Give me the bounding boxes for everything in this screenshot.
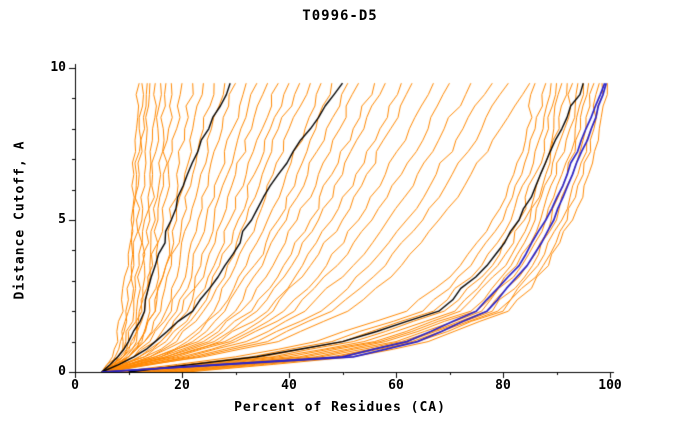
x-tick-label: 60 bbox=[388, 378, 404, 393]
x-tick-label: 40 bbox=[281, 378, 297, 393]
x-tick-label: 0 bbox=[71, 378, 79, 393]
y-tick-label: 0 bbox=[58, 364, 66, 379]
x-axis-label: Percent of Residues (CA) bbox=[234, 400, 446, 415]
x-tick-label: 100 bbox=[598, 378, 622, 393]
y-tick-label: 10 bbox=[50, 60, 66, 75]
y-tick-label: 5 bbox=[58, 212, 66, 227]
x-tick-label: 80 bbox=[495, 378, 511, 393]
chart-title: T0996-D5 bbox=[302, 8, 378, 24]
x-tick-label: 20 bbox=[174, 378, 190, 393]
y-axis-label: Distance Cutoff, A bbox=[12, 140, 28, 300]
